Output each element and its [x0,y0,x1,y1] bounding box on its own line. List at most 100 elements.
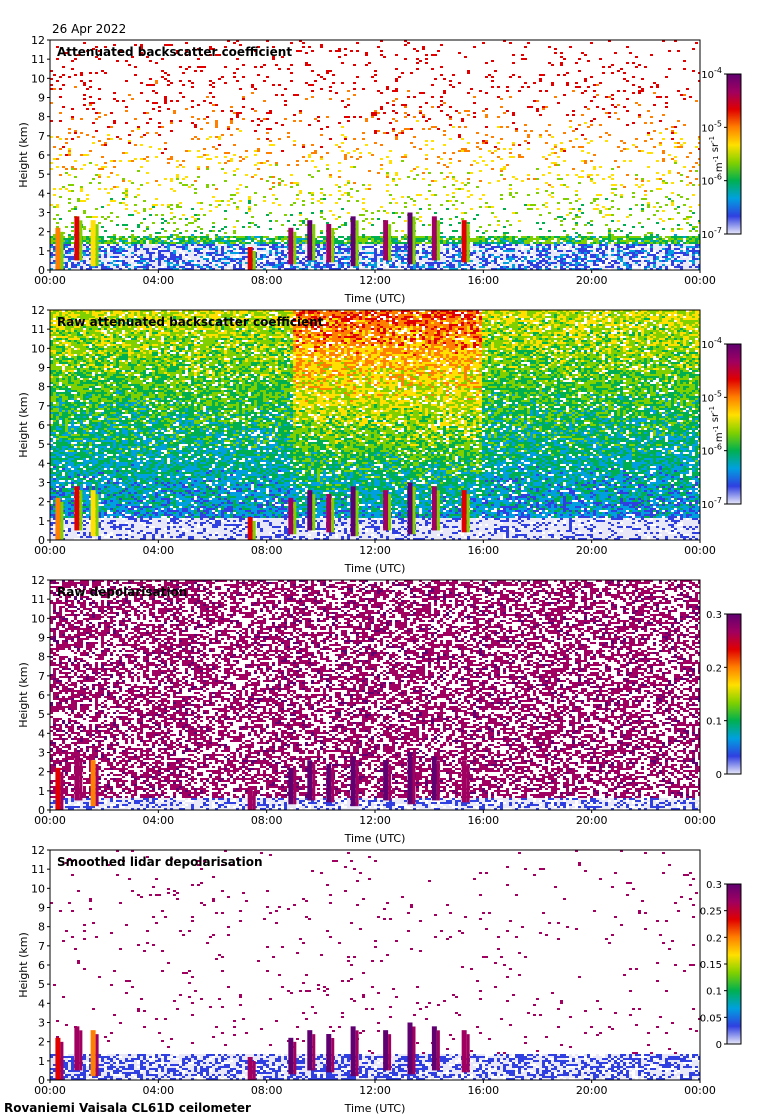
noise-layer [50,244,700,270]
y-axis-label: Height (km) [17,932,30,998]
colorbar [726,613,742,775]
cloud-streak [247,517,253,540]
y-tick-label: 2 [38,1036,45,1049]
colorbar [726,73,742,235]
panel-title: Raw attenuated backscatter coefficient [57,315,324,329]
y-tick-label: 5 [38,708,45,721]
panel-title: Raw depolarisation [57,585,187,599]
x-axis-label: Time (UTC) [344,562,406,575]
x-tick-label: 00:00 [34,1084,66,1097]
colorbar-tick-label: 0.3 [706,880,722,891]
x-tick-label: 08:00 [251,544,283,557]
cloud-streak [436,220,440,261]
noise-layer [50,310,700,448]
panels: Attenuated backscatter coefficient012345… [17,34,742,1115]
cloud-streak [312,1034,316,1071]
x-tick-label: 12:00 [359,1084,391,1097]
cloud-streak [90,1030,96,1077]
x-tick-label: 12:00 [359,814,391,827]
y-tick-label: 3 [38,207,45,220]
cloud-streak [74,486,80,531]
noise-layer [50,518,700,540]
x-axis-label: Time (UTC) [344,832,406,845]
colorbar-tick-label: 10-5 [701,119,722,134]
cloud-streak [55,497,61,540]
y-tick-label: 6 [38,959,45,972]
x-tick-label: 08:00 [251,814,283,827]
x-tick-label: 20:00 [576,1084,608,1097]
y-tick-label: 11 [31,593,45,606]
cloud-streak [74,1026,80,1071]
cloud-streak [407,482,413,535]
x-tick-label: 16:00 [467,544,499,557]
x-tick-label: 00:00 [34,814,66,827]
cloud-streak [293,231,297,265]
x-tick-label: 04:00 [142,274,174,287]
colorbar [726,343,742,505]
cloud-streak [412,756,416,805]
noise-layer [50,1054,700,1080]
panel-1: Attenuated backscatter coefficient012345… [17,34,742,305]
cloud-streak [431,216,437,261]
cloud-streak [350,486,356,537]
x-tick-label: 00:00 [34,544,66,557]
noise-layer [50,198,700,244]
y-tick-label: 6 [38,419,45,432]
plot-area [50,850,700,1080]
cloud-streak [383,1030,389,1071]
cloud-streak [252,251,256,270]
x-axis-label: Time (UTC) [344,292,406,305]
cloud-streak [307,1030,313,1071]
cloud-streak [436,760,440,801]
colorbar-tick-label: 0.3 [706,610,722,621]
cloud-streak [288,1037,294,1075]
noise-layer [50,234,700,270]
cloud-streak [60,1041,64,1080]
cloud-streak [293,1041,297,1075]
y-tick-label: 0 [38,804,45,817]
cloud-streak [461,1030,467,1073]
cloud-streak [383,490,389,531]
y-tick-label: 9 [38,362,45,375]
y-tick-label: 10 [31,612,45,625]
y-tick-label: 7 [38,400,45,413]
y-tick-label: 3 [38,477,45,490]
cloud-streak [355,760,359,807]
cloud-streak [60,771,64,810]
cloud-streak [307,760,313,801]
cloud-streak [95,494,99,537]
cloud-streak [355,220,359,267]
cloud-streak [288,767,294,805]
colorbar-tick-label: 10-6 [701,443,722,458]
x-tick-label: 00:00 [684,1084,716,1097]
x-tick-label: 12:00 [359,544,391,557]
cloud-streak [466,1034,470,1073]
colorbar [726,883,742,1045]
colorbar-tick-label: 10-7 [701,496,722,511]
cloud-streak [247,1057,253,1080]
cloud-streak [247,787,253,810]
noise-layer [50,798,698,810]
colorbar-tick-label: 10-6 [701,173,722,188]
cloud-streak [350,1026,356,1077]
cloud-streak [412,216,416,265]
cloud-streak [55,767,61,810]
y-axis-label: Height (km) [17,392,30,458]
cloud-streak [55,227,61,270]
cloud-streak [331,228,335,263]
heatmap-field [50,310,700,540]
heatmap-field [50,580,700,810]
cloud-streak [326,764,332,803]
y-tick-label: 6 [38,689,45,702]
y-tick-label: 4 [38,187,45,200]
cloud-streak [388,494,392,531]
noise-layer [50,244,700,270]
x-tick-label: 00:00 [684,274,716,287]
cloud-streak [461,760,467,803]
noise-layer [50,850,700,1054]
cloud-streak [436,1030,440,1071]
y-tick-label: 7 [38,130,45,143]
y-tick-label: 7 [38,670,45,683]
cloud-streak [252,791,256,810]
noise-layer [50,160,700,244]
